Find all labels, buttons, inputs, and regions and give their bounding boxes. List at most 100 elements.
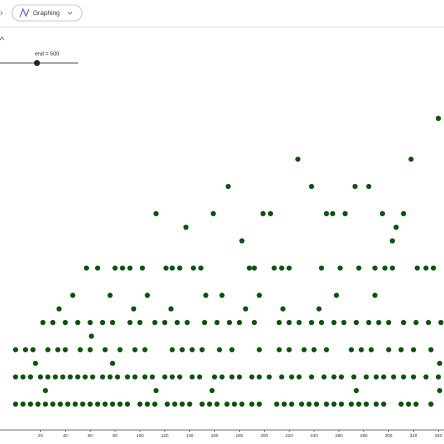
point (20, 401, 26, 407)
x-tick-label: 300 (385, 433, 393, 438)
point (225, 183, 231, 190)
point (52, 374, 58, 380)
point (256, 401, 262, 407)
point (337, 265, 343, 271)
point (414, 265, 420, 271)
point (114, 374, 121, 380)
point (376, 319, 382, 326)
point (437, 360, 443, 366)
point (438, 319, 444, 326)
point (267, 211, 274, 217)
point (323, 401, 330, 407)
point (132, 374, 138, 380)
point (352, 183, 358, 190)
point (333, 292, 340, 298)
point (169, 347, 175, 353)
point (256, 292, 262, 298)
point (82, 374, 88, 380)
point (163, 265, 169, 271)
point (209, 387, 215, 394)
point (37, 374, 44, 380)
point (342, 211, 348, 217)
point (372, 292, 378, 298)
point (260, 211, 266, 217)
point (144, 292, 150, 298)
x-tick-label: 220 (285, 433, 293, 438)
point (187, 401, 193, 407)
slider-knob[interactable] (34, 60, 40, 66)
point (428, 347, 434, 353)
point (279, 265, 285, 271)
point (276, 319, 282, 326)
point (109, 319, 116, 326)
point (373, 374, 379, 380)
point (60, 374, 66, 380)
point (405, 401, 412, 407)
point (428, 401, 434, 407)
point (87, 401, 93, 407)
point (410, 374, 417, 380)
point (179, 401, 185, 407)
point (206, 401, 213, 407)
point (381, 374, 387, 380)
point (184, 319, 190, 326)
point (144, 401, 150, 407)
point (389, 265, 395, 271)
point (251, 319, 257, 326)
point (256, 347, 262, 353)
point (296, 374, 302, 380)
point (286, 347, 292, 353)
point (169, 374, 175, 380)
app-switcher[interactable] (11, 4, 83, 22)
point (356, 401, 362, 407)
point (102, 347, 108, 353)
point (214, 401, 220, 407)
point (316, 306, 322, 312)
point (42, 387, 48, 394)
point (236, 319, 243, 326)
x-tick-label: 100 (136, 433, 144, 438)
point (20, 374, 26, 380)
point (75, 319, 81, 326)
point (100, 374, 106, 380)
point (338, 401, 344, 407)
point (410, 347, 417, 353)
point (211, 374, 218, 380)
point (179, 347, 185, 353)
x-tick-label: 320 (410, 433, 418, 438)
point (35, 401, 41, 407)
point (77, 347, 83, 353)
point (162, 374, 168, 380)
collapse-arrow[interactable] (0, 36, 5, 41)
point (183, 224, 189, 230)
point (189, 347, 195, 353)
point (102, 401, 108, 407)
point (55, 347, 61, 353)
point (27, 401, 34, 407)
point (172, 401, 178, 407)
point (42, 401, 48, 407)
point (437, 387, 443, 394)
point (331, 374, 337, 380)
point (87, 319, 93, 326)
point (127, 319, 133, 326)
point (32, 360, 39, 366)
point (56, 306, 62, 312)
menu-edge: › (0, 7, 3, 17)
x-tick-label: 160 (211, 433, 219, 438)
point (366, 183, 372, 190)
point (224, 401, 230, 407)
point (199, 347, 205, 353)
point (323, 211, 330, 217)
point (323, 347, 330, 353)
x-tick-label: 40 (63, 433, 69, 438)
point (62, 347, 68, 353)
point (168, 306, 174, 312)
point (348, 401, 354, 407)
point (219, 292, 225, 298)
point (308, 183, 315, 190)
point (295, 156, 301, 162)
point (281, 401, 287, 407)
point (65, 401, 71, 407)
